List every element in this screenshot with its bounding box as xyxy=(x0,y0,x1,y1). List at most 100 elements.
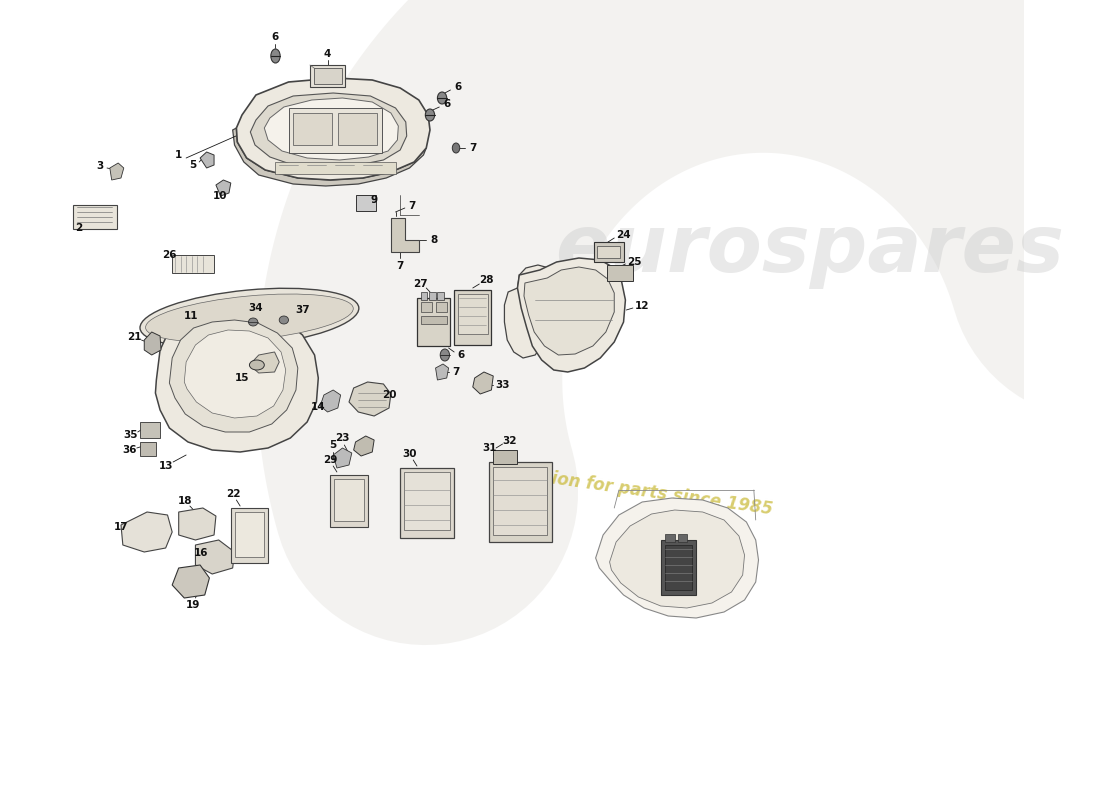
Ellipse shape xyxy=(440,349,450,361)
Text: 32: 32 xyxy=(503,436,517,446)
Polygon shape xyxy=(473,372,493,394)
Polygon shape xyxy=(505,265,553,358)
Bar xyxy=(173,255,214,273)
Text: 27: 27 xyxy=(414,279,428,289)
Text: 12: 12 xyxy=(635,301,649,311)
Text: 25: 25 xyxy=(627,257,642,267)
Bar xyxy=(404,472,451,530)
Bar xyxy=(420,292,427,300)
Bar xyxy=(314,68,342,84)
Text: 7: 7 xyxy=(408,201,416,211)
Text: 14: 14 xyxy=(311,402,326,412)
Text: 33: 33 xyxy=(495,380,509,390)
Polygon shape xyxy=(169,320,298,432)
Text: 16: 16 xyxy=(194,548,208,558)
Text: 3: 3 xyxy=(96,161,103,171)
Text: 10: 10 xyxy=(212,191,227,201)
Ellipse shape xyxy=(271,49,281,63)
Bar xyxy=(73,205,118,229)
Bar xyxy=(355,195,376,211)
Bar xyxy=(493,467,547,535)
Bar xyxy=(234,512,264,557)
Polygon shape xyxy=(233,128,427,186)
Bar xyxy=(310,65,345,87)
Text: 6: 6 xyxy=(458,350,464,360)
Polygon shape xyxy=(436,364,449,380)
Text: a passion for parts since 1985: a passion for parts since 1985 xyxy=(492,462,774,518)
Polygon shape xyxy=(236,78,430,180)
Polygon shape xyxy=(333,448,352,468)
Bar xyxy=(140,442,156,456)
Polygon shape xyxy=(320,390,341,412)
Bar xyxy=(607,265,632,281)
Text: 26: 26 xyxy=(162,250,177,260)
Bar xyxy=(594,242,624,262)
Text: 37: 37 xyxy=(295,305,310,315)
Bar xyxy=(488,462,552,542)
Text: 18: 18 xyxy=(178,496,192,506)
Text: 30: 30 xyxy=(403,449,417,459)
Ellipse shape xyxy=(140,288,359,348)
Ellipse shape xyxy=(250,360,264,370)
Bar xyxy=(458,294,487,334)
Text: 29: 29 xyxy=(323,455,338,465)
Bar xyxy=(140,422,161,438)
Ellipse shape xyxy=(438,92,447,104)
Polygon shape xyxy=(178,508,216,540)
Text: 28: 28 xyxy=(480,275,494,285)
Bar xyxy=(661,540,696,595)
Ellipse shape xyxy=(279,316,288,324)
Bar xyxy=(400,468,454,538)
Text: eurospares: eurospares xyxy=(556,211,1064,289)
Polygon shape xyxy=(173,565,209,598)
Polygon shape xyxy=(110,163,124,180)
Bar xyxy=(429,292,436,300)
Polygon shape xyxy=(251,93,407,167)
Polygon shape xyxy=(517,258,626,372)
Text: 19: 19 xyxy=(186,600,200,610)
Text: 5: 5 xyxy=(189,160,196,170)
Text: 6: 6 xyxy=(443,99,450,109)
Polygon shape xyxy=(524,267,614,355)
Bar xyxy=(420,316,447,324)
Text: 7: 7 xyxy=(469,143,476,153)
Text: 22: 22 xyxy=(227,489,241,499)
Bar xyxy=(231,508,268,563)
Text: 36: 36 xyxy=(122,445,136,455)
Bar xyxy=(330,475,367,527)
Bar xyxy=(664,545,692,590)
Polygon shape xyxy=(595,498,759,618)
Polygon shape xyxy=(216,180,231,196)
Polygon shape xyxy=(144,332,161,355)
Text: 24: 24 xyxy=(616,230,631,240)
Polygon shape xyxy=(609,510,745,608)
Bar xyxy=(493,450,517,464)
Polygon shape xyxy=(354,436,374,456)
Polygon shape xyxy=(121,512,173,552)
Text: 7: 7 xyxy=(396,261,404,271)
Text: 1: 1 xyxy=(175,150,183,160)
Text: 20: 20 xyxy=(382,390,396,400)
Polygon shape xyxy=(390,218,419,252)
Polygon shape xyxy=(200,152,214,168)
Ellipse shape xyxy=(452,143,460,153)
Text: 6: 6 xyxy=(454,82,462,92)
Bar xyxy=(420,302,432,312)
Ellipse shape xyxy=(426,109,434,121)
Text: 35: 35 xyxy=(123,430,138,440)
Text: 31: 31 xyxy=(482,443,497,453)
Bar xyxy=(334,479,364,521)
Bar xyxy=(288,108,382,153)
Text: 8: 8 xyxy=(430,235,438,245)
Bar xyxy=(417,298,450,346)
Polygon shape xyxy=(264,98,398,160)
Ellipse shape xyxy=(249,318,257,326)
Text: 2: 2 xyxy=(76,223,82,233)
Text: 7: 7 xyxy=(452,367,460,377)
Text: 4: 4 xyxy=(323,49,331,59)
Text: 13: 13 xyxy=(158,461,173,471)
Text: 17: 17 xyxy=(113,522,129,532)
Text: 23: 23 xyxy=(336,433,350,443)
Bar xyxy=(338,113,377,145)
Text: 21: 21 xyxy=(126,332,141,342)
